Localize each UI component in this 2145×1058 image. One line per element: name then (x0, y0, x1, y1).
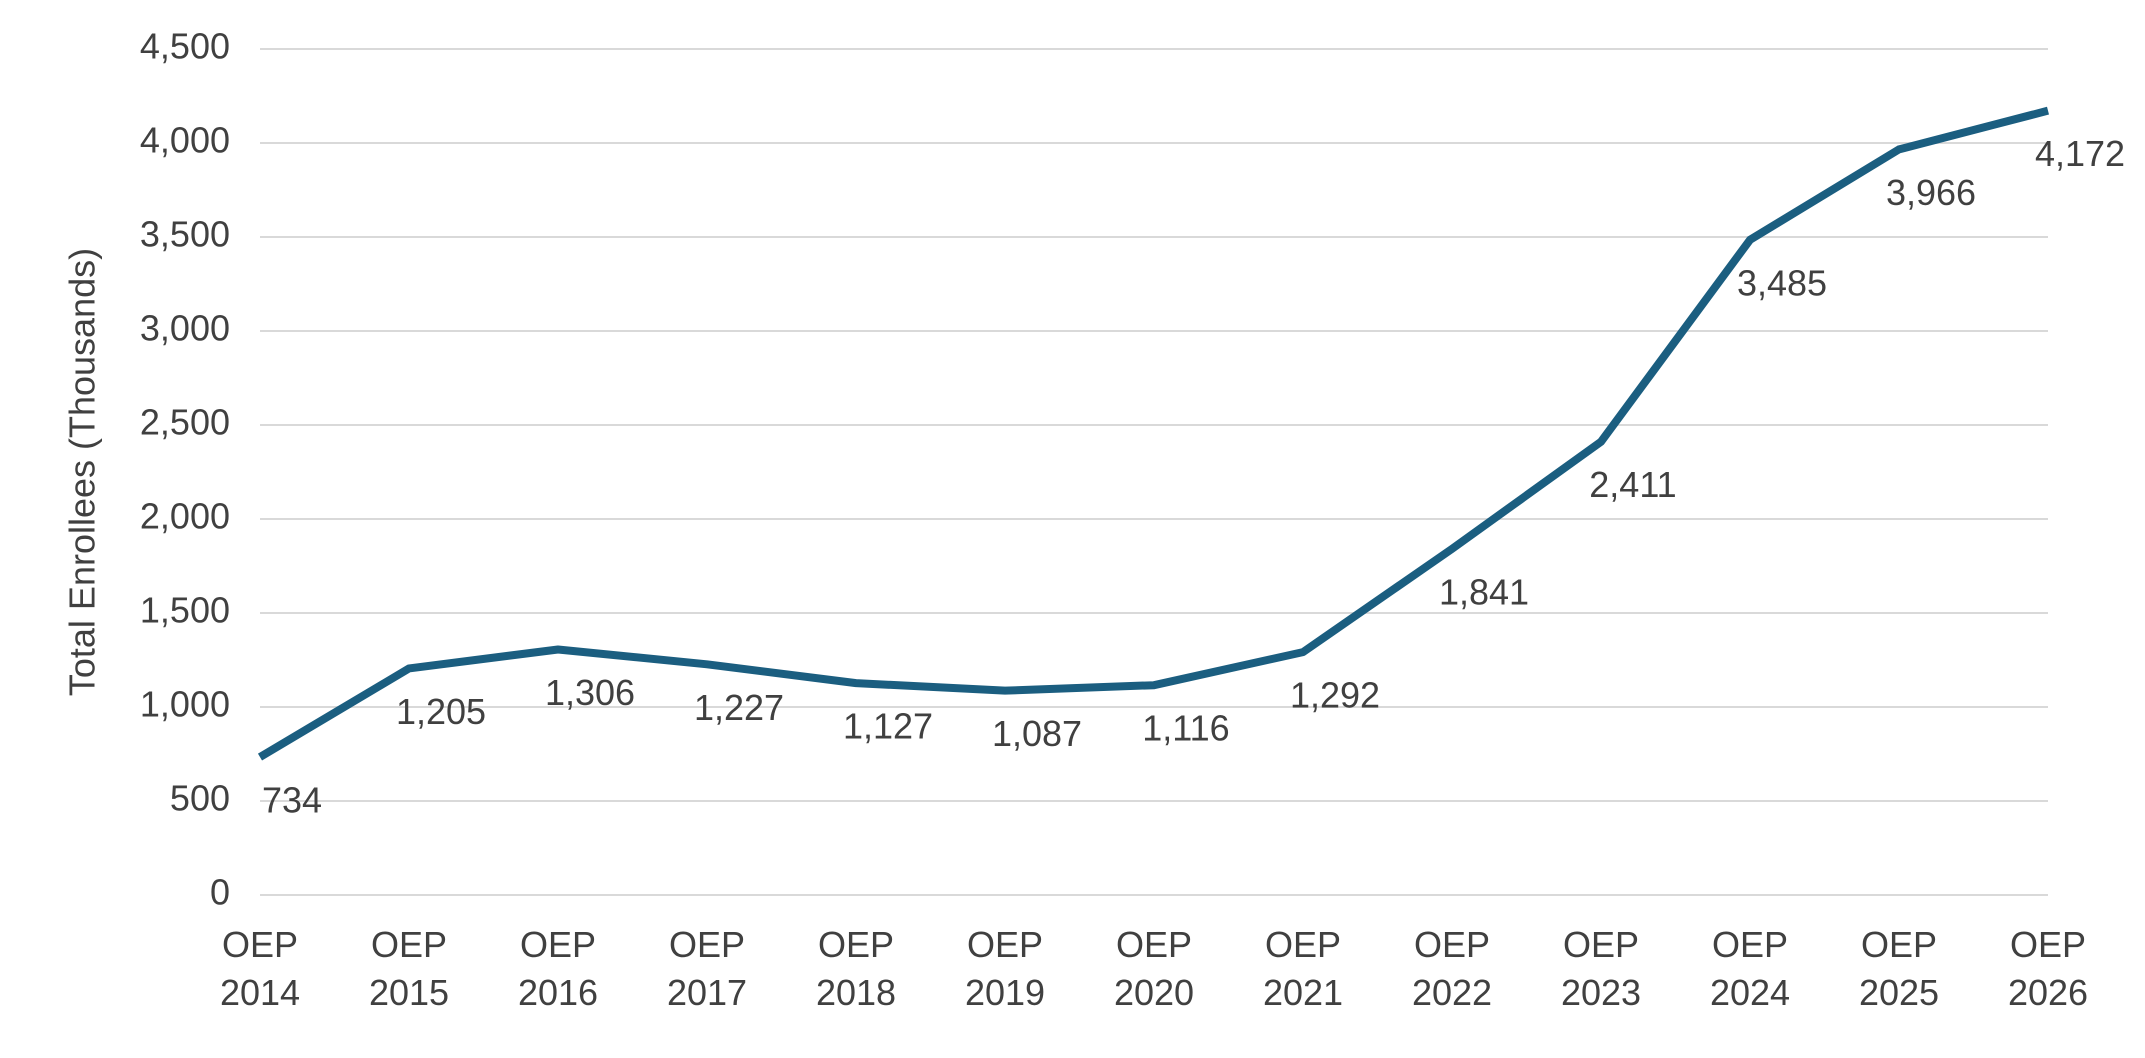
data-label: 1,087 (992, 713, 1082, 754)
x-tick-label: OEP 2026 (2008, 924, 2088, 1013)
y-tick-label: 2,000 (140, 496, 230, 537)
data-label: 3,485 (1737, 262, 1827, 303)
data-label: 1,227 (694, 687, 784, 728)
x-tick-label: OEP 2014 (220, 924, 300, 1013)
y-tick-label: 1,500 (140, 590, 230, 631)
x-tick-label: OEP 2018 (816, 924, 896, 1013)
data-label: 1,116 (1142, 708, 1229, 749)
x-tick-label: OEP 2020 (1114, 924, 1194, 1013)
x-tick-label: OEP 2016 (518, 924, 598, 1013)
x-tick-label: OEP 2022 (1412, 924, 1492, 1013)
data-label: 734 (262, 780, 322, 821)
y-tick-label: 1,000 (140, 684, 230, 725)
data-label: 2,411 (1589, 464, 1676, 505)
y-tick-label: 0 (210, 872, 230, 913)
y-tick-label: 4,000 (140, 120, 230, 161)
x-tick-label: OEP 2019 (965, 924, 1045, 1013)
data-label: 1,292 (1290, 675, 1380, 716)
x-tick-label: OEP 2024 (1710, 924, 1790, 1013)
y-tick-label: 2,500 (140, 402, 230, 443)
data-label: 1,841 (1439, 571, 1529, 612)
x-tick-label: OEP 2021 (1263, 924, 1343, 1013)
y-tick-label: 3,500 (140, 214, 230, 255)
data-label: 1,306 (545, 672, 635, 713)
y-tick-label: 500 (170, 778, 230, 819)
data-label: 3,966 (1886, 172, 1976, 213)
x-tick-label: OEP 2025 (1859, 924, 1939, 1013)
x-tick-label: OEP 2015 (369, 924, 449, 1013)
y-axis-title: Total Enrollees (Thousands) (62, 248, 103, 696)
data-label: 1,127 (843, 706, 933, 747)
line-series (257, 106, 2050, 761)
data-label: 4,172 (2035, 133, 2125, 174)
y-tick-label: 4,500 (140, 26, 230, 67)
y-tick-label: 3,000 (140, 308, 230, 349)
x-tick-label: OEP 2023 (1561, 924, 1641, 1013)
x-tick-label: OEP 2017 (667, 924, 747, 1013)
data-label: 1,205 (396, 691, 486, 732)
